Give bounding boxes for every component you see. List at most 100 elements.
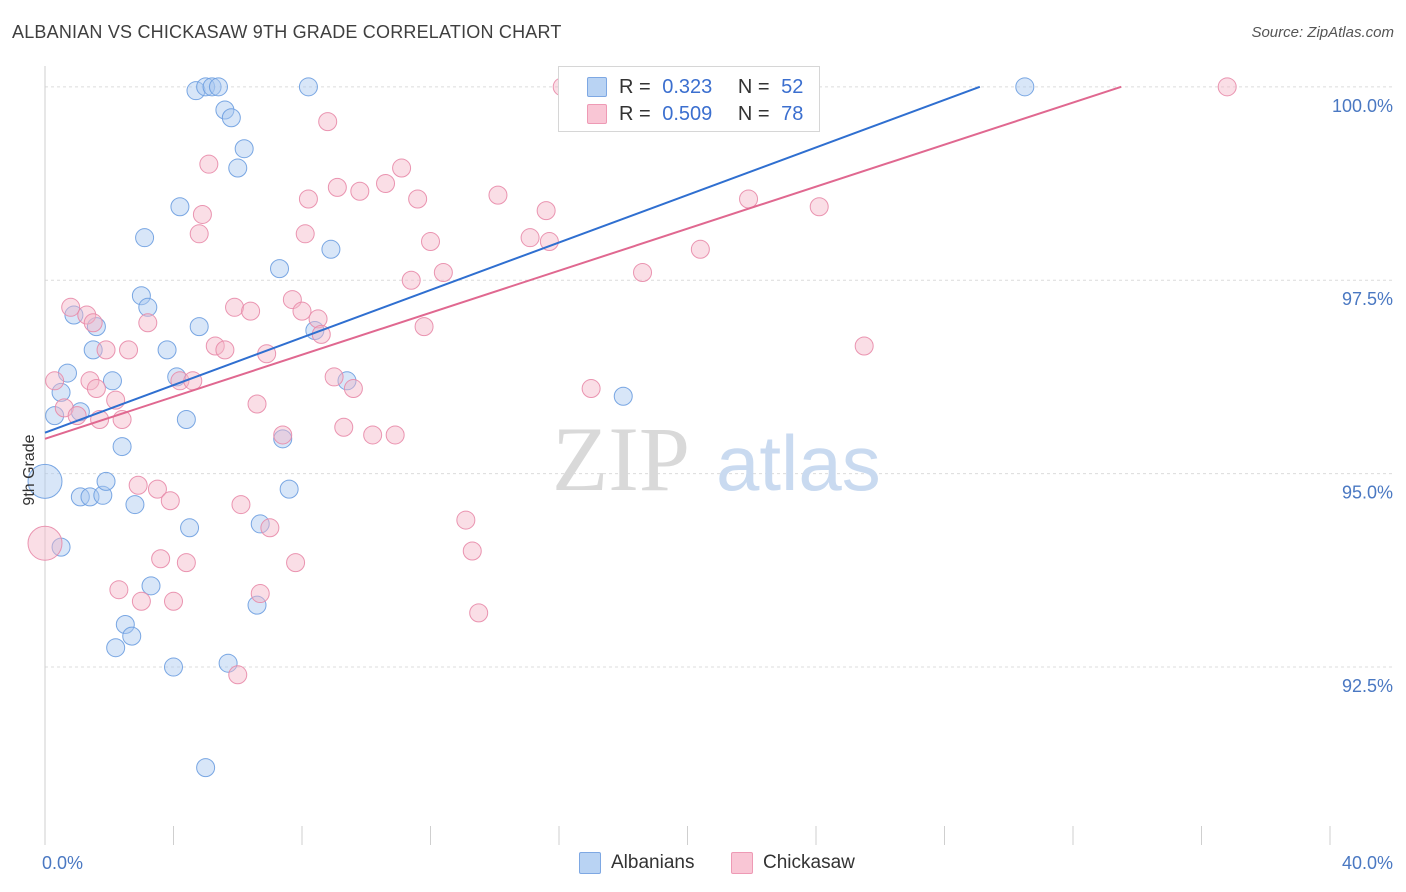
albanians-point[interactable] <box>189 317 209 337</box>
chickasaw-point[interactable] <box>308 309 328 329</box>
albanians-point[interactable] <box>164 657 183 677</box>
chickasaw-point[interactable] <box>401 270 421 290</box>
chickasaw-point[interactable] <box>247 394 267 414</box>
chickasaw-point[interactable] <box>273 425 293 445</box>
albanians-point[interactable] <box>157 340 177 360</box>
chickasaw-point[interactable] <box>83 313 103 333</box>
chickasaw-point[interactable] <box>286 553 306 573</box>
albanians-point[interactable] <box>196 758 216 778</box>
chickasaw-point[interactable] <box>189 224 209 244</box>
albanians-point[interactable] <box>125 495 145 515</box>
chickasaw-point[interactable] <box>854 336 874 356</box>
chickasaw-point[interactable] <box>408 189 428 209</box>
chickasaw-point[interactable] <box>520 228 540 248</box>
chickasaw-point[interactable] <box>421 232 440 252</box>
chickasaw-point[interactable] <box>86 379 106 399</box>
albanians-point[interactable] <box>170 197 190 217</box>
albanians-point[interactable] <box>115 615 135 635</box>
chickasaw-point[interactable] <box>260 518 280 538</box>
albanians-point[interactable] <box>273 429 293 449</box>
chickasaw-point[interactable] <box>739 189 759 209</box>
albanians-point[interactable] <box>298 77 318 97</box>
chickasaw-point[interactable] <box>241 301 261 321</box>
chickasaw-point[interactable] <box>80 371 100 391</box>
albanians-point[interactable] <box>93 485 113 505</box>
legend-item-albanians[interactable]: Albanians <box>579 852 694 874</box>
albanians-point[interactable] <box>96 471 116 491</box>
chickasaw-point[interactable] <box>228 665 248 685</box>
chickasaw-point[interactable] <box>231 495 251 515</box>
chickasaw-point[interactable] <box>96 340 116 360</box>
chickasaw-point[interactable] <box>205 336 225 356</box>
albanians-point[interactable] <box>106 638 126 658</box>
chickasaw-point[interactable] <box>147 479 167 499</box>
chickasaw-point[interactable] <box>456 510 476 530</box>
chickasaw-point[interactable] <box>131 591 151 611</box>
albanians-point[interactable] <box>234 139 254 159</box>
chickasaw-point[interactable] <box>376 174 396 194</box>
albanians-point[interactable] <box>131 286 151 306</box>
albanians-point[interactable] <box>141 576 161 596</box>
albanians-point[interactable] <box>51 382 71 402</box>
albanians-point[interactable] <box>228 158 248 178</box>
albanians-point[interactable] <box>180 518 200 538</box>
albanians-point[interactable] <box>321 239 341 259</box>
albanians-point[interactable] <box>337 371 357 391</box>
albanians-point[interactable] <box>270 259 290 279</box>
chickasaw-point[interactable] <box>138 313 158 333</box>
chickasaw-point[interactable] <box>128 475 148 495</box>
chickasaw-point[interactable] <box>27 525 63 561</box>
albanians-point[interactable] <box>186 81 206 101</box>
chickasaw-point[interactable] <box>225 297 245 317</box>
albanians-point[interactable] <box>613 386 633 406</box>
chickasaw-point[interactable] <box>469 603 489 623</box>
chickasaw-point[interactable] <box>250 584 270 604</box>
albanians-point[interactable] <box>135 228 155 248</box>
albanians-point[interactable] <box>250 514 270 534</box>
chickasaw-point[interactable] <box>176 553 196 573</box>
albanians-point[interactable] <box>102 371 122 391</box>
chickasaw-point[interactable] <box>539 232 559 252</box>
chickasaw-point[interactable] <box>536 201 556 221</box>
albanians-point[interactable] <box>1015 77 1035 97</box>
chickasaw-point[interactable] <box>199 154 219 174</box>
albanians-point[interactable] <box>279 479 299 499</box>
chickasaw-point[interactable] <box>363 425 383 445</box>
chickasaw-point[interactable] <box>392 158 412 178</box>
chickasaw-point[interactable] <box>292 301 312 321</box>
chickasaw-point[interactable] <box>633 262 653 282</box>
albanians-point[interactable] <box>112 437 132 457</box>
chickasaw-point[interactable] <box>324 367 344 387</box>
albanians-point[interactable] <box>70 487 90 507</box>
albanians-point[interactable] <box>215 100 235 120</box>
albanians-point[interactable] <box>208 77 228 97</box>
chickasaw-point[interactable] <box>295 224 315 244</box>
chickasaw-point[interactable] <box>298 189 318 209</box>
chickasaw-point[interactable] <box>67 406 87 426</box>
albanians-point[interactable] <box>247 595 267 615</box>
chickasaw-point[interactable] <box>45 371 65 391</box>
chickasaw-point[interactable] <box>385 425 405 445</box>
chickasaw-point[interactable] <box>192 204 212 224</box>
albanians-point[interactable] <box>138 297 158 317</box>
chickasaw-point[interactable] <box>350 181 370 201</box>
chickasaw-point[interactable] <box>809 197 829 217</box>
chickasaw-point[interactable] <box>61 297 81 317</box>
chickasaw-point[interactable] <box>109 580 129 600</box>
chickasaw-point[interactable] <box>215 340 235 360</box>
chickasaw-point[interactable] <box>343 379 363 399</box>
chickasaw-point[interactable] <box>119 340 139 360</box>
chickasaw-point[interactable] <box>462 541 482 561</box>
albanians-point[interactable] <box>70 402 90 422</box>
albanians-point[interactable] <box>27 463 63 499</box>
legend-item-chickasaw[interactable]: Chickasaw <box>731 852 855 874</box>
chickasaw-point[interactable] <box>414 317 434 337</box>
chickasaw-point[interactable] <box>151 549 171 569</box>
chickasaw-point[interactable] <box>581 379 601 399</box>
albanians-point[interactable] <box>221 108 241 128</box>
chickasaw-point[interactable] <box>318 112 338 132</box>
chickasaw-point[interactable] <box>488 185 508 205</box>
albanians-point[interactable] <box>202 77 222 97</box>
chickasaw-point[interactable] <box>160 491 180 511</box>
chickasaw-point[interactable] <box>690 239 710 259</box>
